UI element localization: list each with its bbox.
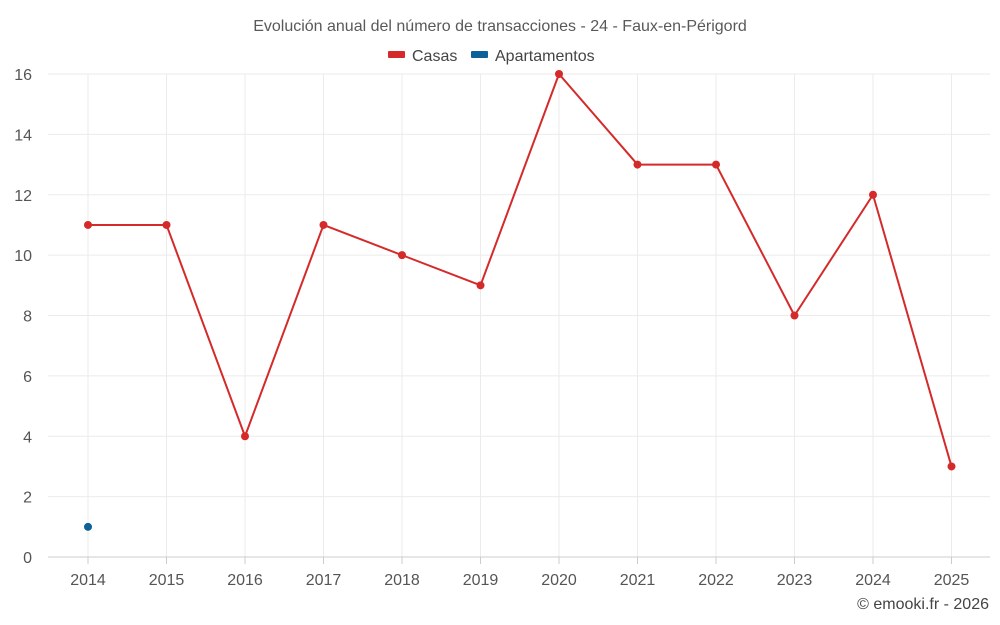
chart-title: Evolución anual del número de transaccio… bbox=[253, 18, 747, 35]
series-apartamentos bbox=[84, 522, 92, 531]
data-point-casas-2018[interactable] bbox=[398, 251, 406, 260]
y-tick-label: 16 bbox=[14, 67, 32, 84]
y-tick-label: 2 bbox=[23, 490, 32, 507]
x-tick-label: 2020 bbox=[541, 572, 577, 589]
x-tick-label: 2019 bbox=[463, 572, 499, 589]
x-tick-label: 2016 bbox=[227, 572, 263, 589]
legend-label-apartamentos: Apartamentos bbox=[495, 48, 595, 65]
data-point-casas-2015[interactable] bbox=[162, 220, 171, 229]
x-tick-label: 2025 bbox=[934, 572, 970, 589]
legend-item-casas[interactable]: Casas bbox=[388, 48, 457, 65]
y-axis-ticks: 0 2 4 6 8 10 12 14 16 bbox=[14, 67, 32, 567]
data-point-casas-2025[interactable] bbox=[947, 462, 956, 471]
y-tick-label: 10 bbox=[14, 248, 32, 265]
legend-label-casas: Casas bbox=[412, 48, 457, 65]
x-tick-label: 2021 bbox=[620, 572, 656, 589]
legend: Casas Apartamentos bbox=[388, 48, 595, 65]
data-point-casas-2016[interactable] bbox=[241, 432, 249, 441]
legend-item-apartamentos[interactable]: Apartamentos bbox=[471, 48, 595, 65]
data-point-casas-2014[interactable] bbox=[84, 220, 92, 229]
data-point-casas-2023[interactable] bbox=[790, 311, 799, 320]
data-point-casas-2021[interactable] bbox=[633, 160, 642, 169]
data-point-casas-2017[interactable] bbox=[319, 220, 328, 229]
x-tick-label: 2017 bbox=[306, 572, 342, 589]
data-point-casas-2024[interactable] bbox=[869, 190, 877, 199]
series-casas bbox=[84, 70, 956, 471]
y-tick-label: 0 bbox=[23, 550, 32, 567]
x-tick-label: 2015 bbox=[149, 572, 185, 589]
x-tick-label: 2018 bbox=[384, 572, 420, 589]
legend-swatch-casas bbox=[388, 51, 405, 58]
y-tick-label: 4 bbox=[23, 429, 32, 446]
data-point-apartamentos-2014[interactable] bbox=[84, 522, 92, 531]
y-tick-label: 14 bbox=[14, 127, 32, 144]
y-tick-label: 12 bbox=[14, 188, 32, 205]
x-axis-ticks: 2014 2015 2016 2017 2018 2019 2020 2021 2022 2023… bbox=[70, 557, 969, 589]
x-tick-label: 2024 bbox=[855, 572, 891, 589]
x-tick-label: 2014 bbox=[70, 572, 106, 589]
series bbox=[84, 70, 956, 531]
x-tick-label: 2022 bbox=[698, 572, 734, 589]
grid bbox=[48, 73, 990, 557]
legend-swatch-apartamentos bbox=[471, 51, 488, 58]
credit-text: © emooki.fr - 2026 bbox=[857, 596, 989, 613]
y-tick-label: 6 bbox=[23, 369, 32, 386]
data-point-casas-2022[interactable] bbox=[712, 160, 720, 169]
series-line-casas bbox=[88, 73, 953, 467]
data-point-casas-2020[interactable] bbox=[555, 70, 563, 78]
data-point-casas-2019[interactable] bbox=[476, 281, 485, 290]
y-tick-label: 8 bbox=[23, 309, 32, 326]
x-tick-label: 2023 bbox=[777, 572, 813, 589]
